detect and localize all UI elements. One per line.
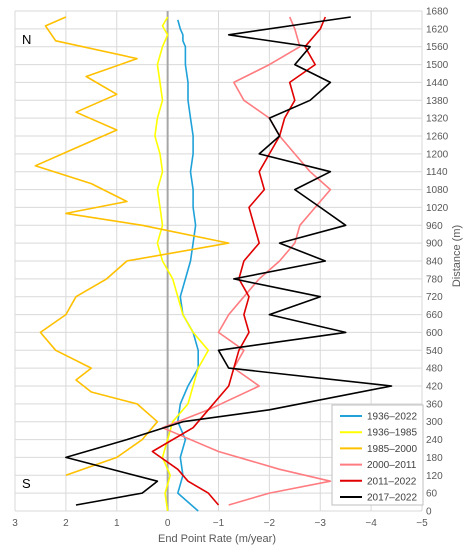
south-label: S	[22, 476, 31, 491]
x-tick-label-7: −4	[365, 518, 377, 529]
y-tick-label-14: 840	[426, 257, 443, 268]
y-tick-label-0: 0	[426, 507, 432, 518]
legend-label-4: 2011–2022	[367, 476, 417, 487]
x-tick-label-0: 3	[12, 518, 18, 529]
x-tick-label-5: −2	[264, 518, 276, 529]
y-tick-label-22: 1320	[426, 114, 449, 125]
legend-label-1: 1936–1985	[367, 428, 417, 439]
legend: 1936–2022 1936–1985 1985–2000 2000–2011 2011…	[331, 404, 424, 506]
y-tick-label-6: 360	[426, 399, 443, 410]
y-tick-label-27: 1620	[426, 24, 449, 35]
series-line-3	[161, 16, 332, 506]
legend-label-3: 2000–2011	[367, 460, 417, 471]
y-axis-title: Distance (m)	[451, 225, 463, 287]
y-tick-label-11: 660	[426, 310, 443, 321]
x-tick-label-8: −5	[416, 518, 428, 529]
x-tick-label-2: 1	[114, 518, 120, 529]
x-tick-label-6: −3	[315, 518, 327, 529]
legend-label-5: 2017–2022	[367, 493, 417, 504]
y-tick-label-9: 540	[426, 346, 443, 357]
x-tick-label-3: 0	[165, 518, 171, 529]
y-tick-label-16: 960	[426, 221, 443, 232]
y-tick-label-24: 1440	[426, 78, 449, 89]
y-tick-label-25: 1500	[426, 60, 449, 71]
y-tick-labels: 0 60 120 180 240 300 360 420 480 540 600 660 720 780 8…	[426, 7, 449, 518]
x-tick-label-1: 2	[63, 518, 69, 529]
y-tick-label-20: 1200	[426, 149, 449, 160]
legend-box	[331, 404, 424, 506]
north-label: N	[22, 32, 31, 47]
y-tick-label-2: 120	[426, 471, 443, 482]
y-tick-label-4: 240	[426, 435, 443, 446]
y-tick-label-18: 1080	[426, 185, 449, 196]
y-tick-label-7: 420	[426, 382, 443, 393]
y-tick-label-28: 1680	[426, 7, 449, 18]
y-tick-label-10: 600	[426, 328, 443, 339]
x-tick-labels: 3 2 1 0 −1 −2 −3 −4 −5	[12, 518, 428, 529]
y-tick-label-23: 1380	[426, 96, 449, 107]
y-tick-label-1: 60	[426, 489, 438, 500]
y-tick-label-3: 180	[426, 453, 443, 464]
legend-label-0: 1936–2022	[367, 412, 417, 423]
y-tick-label-13: 780	[426, 274, 443, 285]
y-tick-label-12: 720	[426, 292, 443, 303]
y-tick-label-8: 480	[426, 364, 443, 375]
series-line-4	[151, 16, 327, 506]
y-tick-label-21: 1260	[426, 132, 449, 143]
y-tick-label-17: 1020	[426, 203, 449, 214]
y-tick-label-26: 1560	[426, 42, 449, 53]
series-line-5	[65, 16, 393, 506]
y-tick-label-5: 300	[426, 417, 443, 428]
x-tick-label-4: −1	[213, 518, 225, 529]
series-line-2	[34, 16, 230, 477]
y-tick-label-15: 900	[426, 239, 443, 250]
y-tick-label-19: 1140	[426, 167, 448, 178]
series-group	[34, 16, 393, 512]
legend-label-2: 1985–2000	[367, 444, 417, 455]
x-axis-title: End Point Rate (m/year)	[158, 533, 276, 545]
